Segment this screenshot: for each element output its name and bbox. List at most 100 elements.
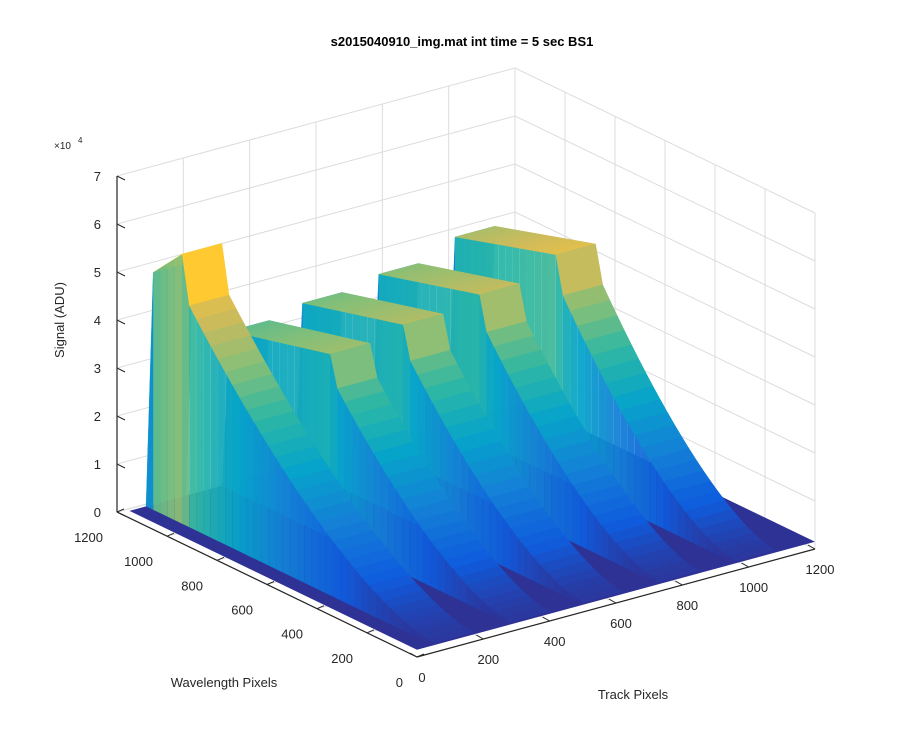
surface-wall [551,451,559,536]
x-tick-label: 200 [477,652,499,667]
surface-wall [347,559,355,608]
surface-wall [409,510,417,580]
surface-wall [532,556,540,584]
z-tick-label: 0 [94,505,101,520]
surface-wall [525,547,533,581]
surface-wall [239,397,247,555]
surface-wall [496,508,504,567]
surface-wall [332,541,341,601]
surface-wall [615,542,624,567]
surface-wall [261,434,269,566]
x-tick-mark [741,562,749,568]
surface-wall [380,464,388,566]
x-axis-label: Track Pixels [598,687,669,702]
surface-wall [713,544,722,557]
surface-wall [232,385,240,552]
surface-wall [663,481,671,533]
surface-patch [425,627,475,644]
x-tick-label: 0 [418,670,425,685]
z-tick-mark [116,319,126,325]
surface-wall [189,305,197,531]
surface-wall [649,459,657,526]
x-tick-label: 800 [676,598,698,613]
grid-line [116,115,816,262]
y-tick-label: 200 [331,651,353,666]
surface-wall [282,468,290,576]
surface-wall [354,568,362,611]
surface-wall [289,479,298,580]
surface-wall [473,592,482,611]
surface-wall [488,606,496,618]
surface-wall [146,272,154,510]
z-tick-label: 7 [94,169,101,184]
surface-wall [510,528,519,574]
surface-wall [502,617,510,625]
surface-wall [253,422,262,562]
x-tick-label: 600 [610,616,632,631]
surface-wall [445,559,453,597]
surface-wall [217,359,226,545]
surface-wall [489,497,497,564]
surface-wall [518,538,526,578]
surface-wall [544,439,552,532]
surface-wall [297,490,305,583]
surface-wall [394,488,403,573]
x-tick-label: 1000 [739,580,768,595]
surface-wall [390,608,398,628]
surface-wall [304,501,312,587]
surface-wall [160,263,168,517]
z-tick-mark [116,367,126,373]
grid-line [116,163,816,310]
surface-wall [325,531,333,597]
y-tick-label: 800 [181,578,203,593]
surface-wall [728,556,736,564]
y-tick-mark [266,581,275,585]
surface-wall [311,511,319,590]
surface-wall [466,585,474,608]
surface-wall [692,520,700,547]
surface-wall [630,558,638,574]
z-tick-label: 4 [94,313,101,328]
x-tick-label: 400 [544,634,566,649]
y-tick-label: 1200 [74,530,103,545]
surface-wall [623,550,631,571]
y-tick-label: 600 [231,603,253,618]
surface-wall [481,599,489,615]
surface-wall [641,447,650,522]
y-tick-label: 1000 [124,554,153,569]
surface-wall [426,638,434,646]
surface-wall [677,501,686,540]
surface-wall [594,515,602,557]
surface-wall [402,499,410,576]
surface-wall [459,576,467,604]
surface-wall [539,564,547,588]
surface-wall [685,511,693,543]
surface-wall [670,491,678,536]
y-tick-mark [416,653,425,658]
y-tick-mark [216,556,225,561]
surface-wall [561,586,569,598]
chart-title: s2015040910_img.mat int time = 5 sec BS1 [331,34,594,49]
surface-wall [558,462,566,539]
surface-wall [637,565,645,578]
y-tick-mark [316,605,325,610]
surface-wall [572,485,581,546]
surface-wall [423,530,431,587]
surface-wall [651,577,660,585]
z-tick-label: 3 [94,361,101,376]
surface-wall [706,536,714,553]
surface-wall [268,445,276,569]
surface-wall [601,525,609,560]
surface-wall [404,621,413,635]
surface-wall [368,585,377,618]
surface-wall [225,372,233,549]
z-exponent-power: 4 [78,136,83,145]
surface-wall [554,579,562,595]
surface-wall [575,597,583,605]
surface-wall [203,333,211,538]
z-tick-mark [116,463,126,469]
surface-patch [575,586,624,603]
surface-wall [383,601,391,625]
surface-wall [182,254,190,528]
surface-wall [475,475,483,557]
